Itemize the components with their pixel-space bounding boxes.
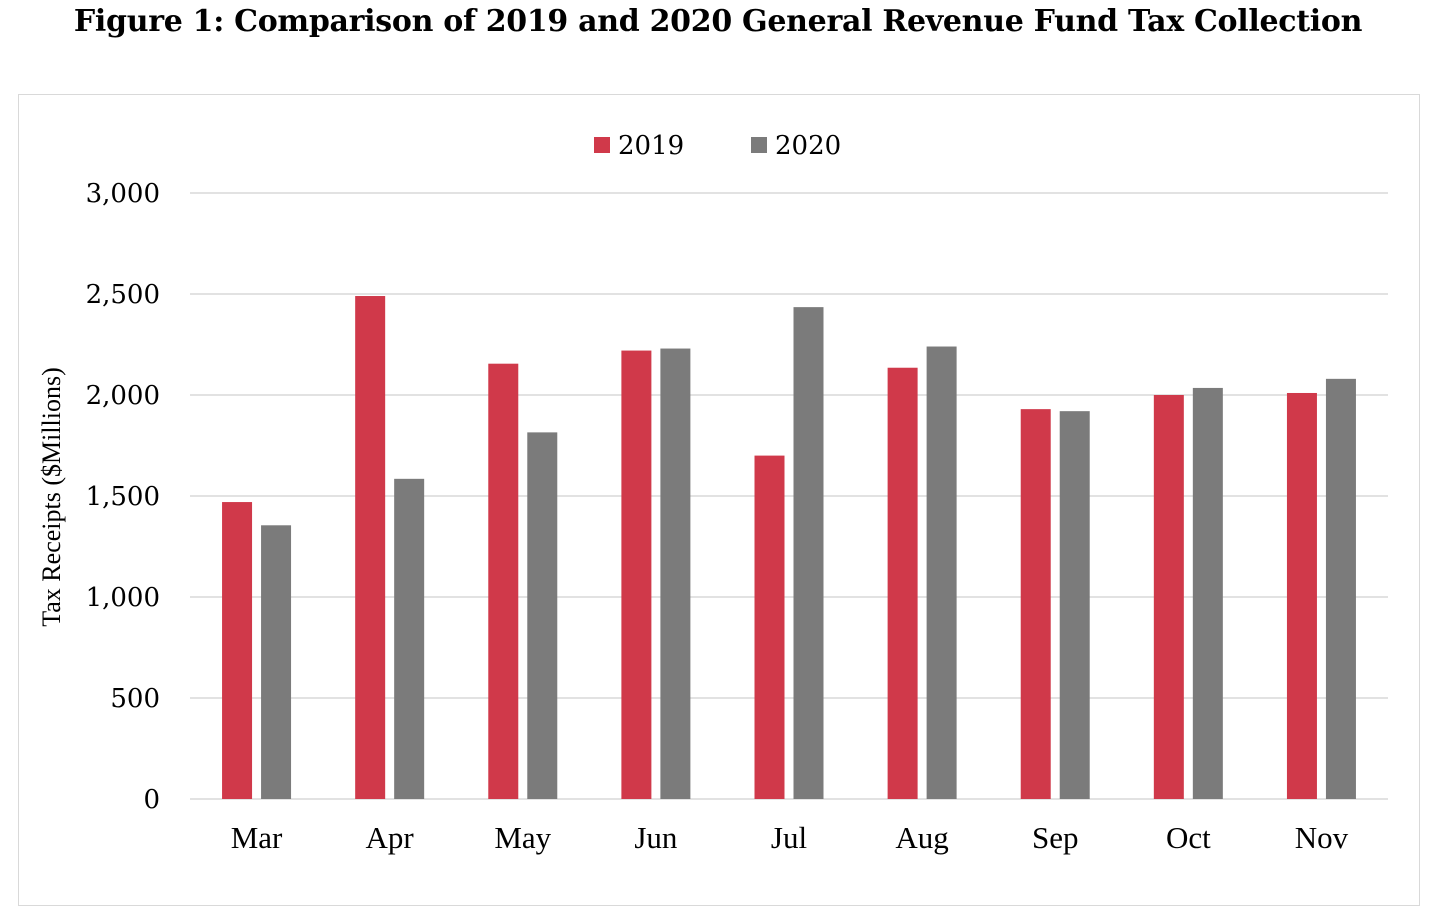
bars [222,296,1356,799]
bar-2019-mar [222,502,253,799]
x-category-label: Jun [634,820,678,855]
y-axis-label: Tax Receipts ($Millions) [37,367,66,627]
bar-2020-may [527,432,558,799]
bar-2020-apr [394,478,425,799]
bar-2019-nov [1286,392,1317,799]
legend-swatch-2020 [751,137,767,153]
bar-2020-jul [793,307,824,799]
chart-frame [18,94,1420,906]
bar-2019-apr [355,296,386,799]
bar-2020-nov [1325,378,1356,799]
x-category-label: Apr [366,820,415,855]
bar-2019-may [488,363,519,799]
figure-title: Figure 1: Comparison of 2019 and 2020 Ge… [73,4,1363,39]
bar-2019-sep [1020,409,1051,799]
y-tick-label: 0 [143,785,160,815]
bar-2019-jun [621,350,652,799]
x-category-label: May [494,820,551,855]
x-category-label: Oct [1166,820,1211,855]
gridlines [190,192,1388,800]
x-category-label: Jul [771,820,807,855]
legend-swatch-2019 [594,137,610,153]
y-axis-ticks: 0 500 1,000 1,500 2,000 2,500 3,000 [86,179,160,815]
bar-2019-jul [754,455,785,799]
x-category-label: Nov [1295,820,1349,855]
y-tick-label: 500 [110,684,160,714]
y-tick-label: 1,000 [86,583,160,613]
bar-2020-sep [1059,411,1090,799]
bar-2020-mar [261,525,292,799]
y-tick-label: 3,000 [86,179,160,209]
x-axis-categories: Mar Apr May Jun Jul Aug Sep Oct Nov [231,820,1349,855]
bar-2019-oct [1153,395,1184,799]
x-category-label: Sep [1032,820,1079,855]
legend: 2019 2020 [594,131,841,161]
x-category-label: Aug [895,820,948,855]
legend-label-2019: 2019 [618,131,684,161]
bar-2020-oct [1192,387,1223,799]
bar-2020-jun [660,348,691,799]
y-tick-label: 1,500 [86,482,160,512]
bar-2020-aug [926,346,957,799]
y-tick-label: 2,500 [86,280,160,310]
bar-2019-aug [887,367,918,799]
y-tick-label: 2,000 [86,381,160,411]
legend-label-2020: 2020 [775,131,841,161]
x-category-label: Mar [231,820,283,855]
